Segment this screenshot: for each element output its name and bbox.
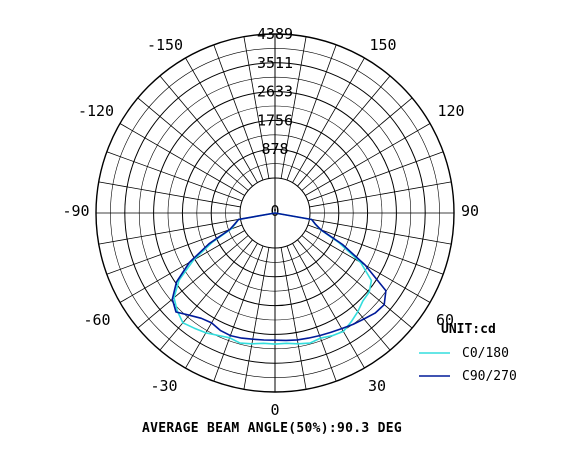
angle-label-neg150: -150: [147, 36, 183, 54]
ring-label-3511: 3511: [257, 54, 293, 72]
beam-angle-caption: AVERAGE BEAM ANGLE(50%):90.3 DEG: [142, 421, 402, 436]
angle-label-150: 150: [369, 36, 396, 54]
legend-unit-label: UNIT:cd: [441, 322, 496, 337]
ring-label-1756: 1756: [257, 111, 293, 129]
angle-label-0: 0: [270, 401, 279, 419]
angle-label-neg120: -120: [78, 102, 114, 120]
ring-label-zero: 0: [270, 202, 279, 220]
angle-label-90: 90: [461, 202, 479, 220]
polar-grid: [95, 33, 455, 393]
angle-label-neg90: -90: [62, 202, 89, 220]
ring-labels: 878 1756 2633 3511 4389 0: [257, 25, 293, 220]
ring-label-4389: 4389: [257, 25, 293, 43]
angle-label-neg30: -30: [150, 377, 177, 395]
ring-label-2633: 2633: [257, 83, 293, 101]
series-curve-c90-270: [171, 212, 387, 342]
ring-label-878: 878: [261, 140, 288, 158]
series-curve-c0-180: [173, 212, 373, 345]
legend-entry-c0-180: C0/180: [462, 346, 509, 361]
angle-label-neg60: -60: [83, 311, 110, 329]
intensity-curves: [171, 212, 387, 345]
angle-label-60: 60: [436, 311, 454, 329]
angle-labels: 0 30 60 90 120 150 -150 -120 -90 -60 -30: [62, 36, 479, 419]
legend-entry-c90-270: C90/270: [462, 369, 517, 384]
angle-label-120: 120: [437, 102, 464, 120]
angle-label-30: 30: [368, 377, 386, 395]
